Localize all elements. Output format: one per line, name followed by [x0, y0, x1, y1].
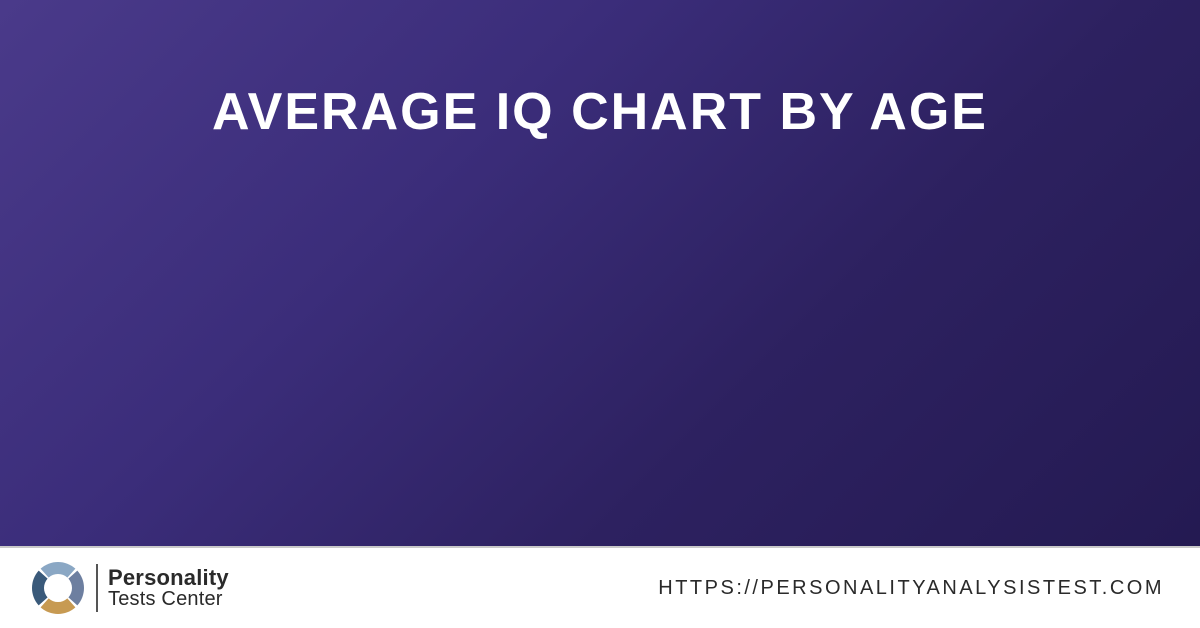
site-url[interactable]: HTTPS://PERSONALITYANALYSISTEST.COM: [658, 577, 1164, 600]
footer-bar: Personality Tests Center HTTPS://PERSONA…: [0, 546, 1200, 628]
brand-text: Personality Tests Center: [108, 566, 229, 610]
brand-logo-icon: [30, 560, 86, 616]
brand-name-line2: Tests Center: [108, 589, 229, 610]
hero-title: AVERAGE IQ CHART BY AGE: [212, 80, 988, 145]
brand-block: Personality Tests Center: [30, 560, 229, 616]
brand-name-line1: Personality: [108, 566, 229, 589]
brand-divider: [96, 564, 98, 612]
hero-panel: AVERAGE IQ CHART BY AGE: [0, 0, 1200, 546]
banner-card: AVERAGE IQ CHART BY AGE Personality Test…: [0, 0, 1200, 628]
